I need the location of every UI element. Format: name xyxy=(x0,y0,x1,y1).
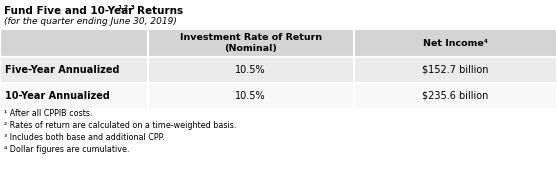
Text: ⁴ Dollar figures are cumulative.: ⁴ Dollar figures are cumulative. xyxy=(4,145,129,154)
Text: 10.5%: 10.5% xyxy=(236,65,266,75)
Text: ² Rates of return are calculated on a time-weighted basis.: ² Rates of return are calculated on a ti… xyxy=(4,121,236,130)
Text: 10-Year Annualized: 10-Year Annualized xyxy=(5,91,110,101)
Bar xyxy=(354,57,557,83)
Bar xyxy=(0,29,148,57)
Bar xyxy=(148,29,354,57)
Bar xyxy=(354,83,557,109)
Text: Net Income⁴: Net Income⁴ xyxy=(423,39,488,47)
Text: $152.7 billion: $152.7 billion xyxy=(422,65,488,75)
Text: 1,2,3: 1,2,3 xyxy=(117,5,135,10)
Text: ³ Includes both base and additional CPP.: ³ Includes both base and additional CPP. xyxy=(4,133,165,142)
Bar xyxy=(148,57,354,83)
Text: Five-Year Annualized: Five-Year Annualized xyxy=(5,65,120,75)
Text: Investment Rate of Return
(Nominal): Investment Rate of Return (Nominal) xyxy=(179,33,322,53)
Text: Fund Five and 10-Year Returns: Fund Five and 10-Year Returns xyxy=(4,6,183,16)
Text: ¹ After all CPPIB costs.: ¹ After all CPPIB costs. xyxy=(4,109,92,118)
Text: $235.6 billion: $235.6 billion xyxy=(422,91,488,101)
Bar xyxy=(0,83,148,109)
Text: (for the quarter ending June 30, 2019): (for the quarter ending June 30, 2019) xyxy=(4,17,177,26)
Text: 10.5%: 10.5% xyxy=(236,91,266,101)
Bar xyxy=(0,57,148,83)
Bar xyxy=(148,83,354,109)
Bar xyxy=(354,29,557,57)
